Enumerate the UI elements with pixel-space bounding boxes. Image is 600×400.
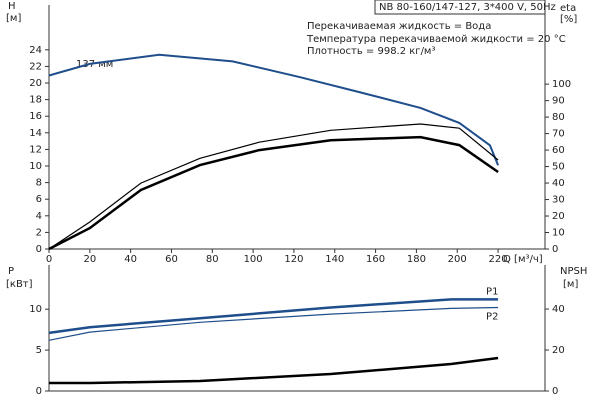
y2-tick-label: 0 — [552, 386, 558, 397]
y-tick-label: 24 — [29, 45, 42, 56]
annotation: Температура перекачиваемой жидкости = 20… — [306, 34, 566, 45]
y-axis-label: P — [8, 266, 14, 277]
y-tick-label: 6 — [36, 194, 42, 205]
x-tick-label: 140 — [325, 254, 344, 265]
curve — [48, 123, 499, 250]
y2-tick-label: 50 — [552, 162, 565, 173]
y-tick-label: 14 — [29, 128, 42, 139]
y2-tick-label: 90 — [552, 96, 565, 107]
curve — [49, 356, 499, 385]
x-tick-label: 0 — [46, 254, 52, 265]
x-axis-label: Q [м³/ч] — [503, 254, 543, 265]
y-tick-label: 0 — [36, 244, 42, 255]
y2-axis-label: eta — [560, 3, 576, 14]
curve — [48, 306, 499, 341]
y-tick-label: 2 — [36, 227, 42, 238]
y-tick-label: 22 — [29, 61, 42, 72]
x-tick-label: 80 — [206, 254, 219, 265]
y-tick-label: 20 — [29, 78, 42, 89]
x-tick-label: 180 — [407, 254, 426, 265]
legend-label: P1 — [486, 286, 498, 297]
y-tick-label: 0 — [36, 386, 42, 397]
y2-tick-label: 40 — [552, 304, 565, 315]
y-tick-label: 8 — [36, 178, 42, 189]
y-tick-label: 16 — [29, 111, 42, 122]
y-tick-label: 12 — [29, 144, 42, 155]
x-tick-label: 160 — [366, 254, 385, 265]
annotation: Плотность = 998.2 кг/м³ — [307, 46, 436, 57]
y-axis-label: H — [8, 1, 16, 12]
x-tick-label: 60 — [165, 254, 178, 265]
y2-tick-label: 30 — [552, 195, 565, 206]
chart-title: NB 80-160/147-127, 3*400 V, 50Hz — [379, 2, 556, 13]
y2-tick-label: 0 — [552, 244, 558, 255]
y2-axis-label: [%] — [560, 14, 577, 25]
y-tick-label: 4 — [36, 211, 42, 222]
y2-tick-label: 20 — [552, 211, 565, 222]
y2-tick-label: 20 — [552, 345, 565, 356]
curve — [48, 135, 499, 251]
y-tick-label: 5 — [36, 345, 42, 356]
y-axis-label: [м] — [6, 13, 21, 24]
curve-label: 137 мм — [76, 59, 113, 70]
x-tick-label: 200 — [448, 254, 467, 265]
x-tick-label: 20 — [83, 254, 96, 265]
legend-label: P2 — [486, 312, 498, 323]
x-tick-label: 100 — [244, 254, 263, 265]
x-tick-label: 40 — [124, 254, 137, 265]
y-tick-label: 10 — [29, 161, 42, 172]
y-axis-label: [кВт] — [6, 279, 33, 290]
x-tick-label: 120 — [284, 254, 303, 265]
curve — [48, 53, 500, 166]
y2-tick-label: 70 — [552, 129, 565, 140]
x-tick-label: 220 — [489, 254, 508, 265]
y2-tick-label: 80 — [552, 112, 565, 123]
y-tick-label: 18 — [29, 95, 42, 106]
annotation: Перекачиваемая жидкость = Вода — [307, 21, 491, 32]
y2-tick-label: 40 — [552, 178, 565, 189]
y2-axis-label: [м] — [563, 279, 578, 290]
y2-axis-label: NPSH — [560, 266, 587, 277]
curve — [48, 298, 499, 335]
y2-tick-label: 10 — [552, 228, 565, 239]
y2-tick-label: 100 — [552, 79, 571, 90]
y-tick-label: 10 — [29, 304, 42, 315]
y2-tick-label: 60 — [552, 145, 565, 156]
